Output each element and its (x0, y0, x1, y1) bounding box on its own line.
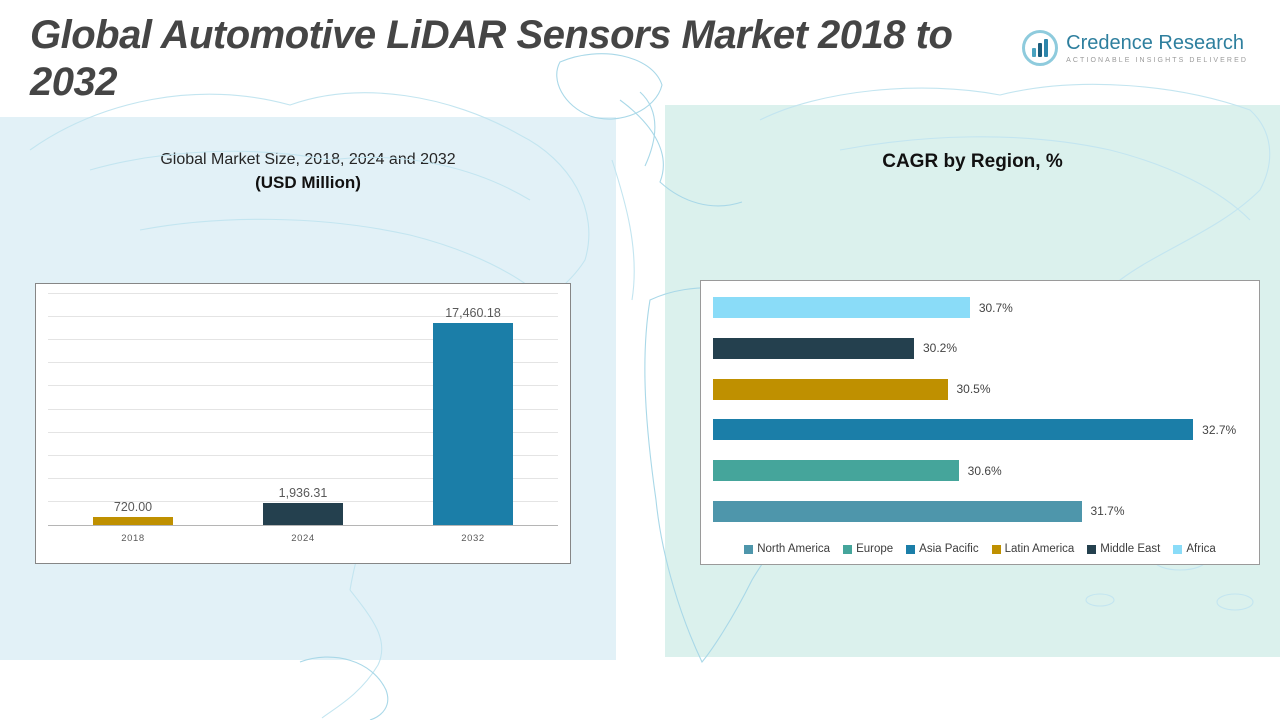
bar-value-label-2024: 1,936.31 (278, 485, 328, 500)
bar-value-label-2018: 720.00 (113, 499, 153, 514)
cagr-bar-africa (713, 297, 970, 318)
logo-name: Credence Research (1066, 32, 1244, 54)
cagr-bar-europe (713, 460, 959, 482)
market-size-chart-subtitle: (USD Million) (255, 173, 361, 192)
bar-2032 (433, 323, 513, 525)
cagr-value-label: 30.5% (956, 382, 991, 397)
cagr-row-europe: 30.6% (713, 460, 1249, 482)
market-size-chart-title: Global Market Size, 2018, 2024 and 2032 (160, 151, 456, 168)
bar-chart-logo-icon (1022, 30, 1059, 66)
column-2024: 1,936.31 (218, 294, 388, 525)
cagr-row-latin-america: 30.5% (713, 378, 1249, 400)
legend-swatch (1173, 544, 1183, 554)
logo-tagline: ACTIONABLE INSIGHTS DELIVERED (1066, 57, 1248, 64)
cagr-value-label: 31.7% (1090, 504, 1125, 519)
logo-text: Credence Research ACTIONABLE INSIGHTS DE… (1066, 32, 1248, 64)
legend-swatch (991, 544, 1001, 554)
legend-label: Africa (1186, 543, 1216, 555)
legend-swatch (906, 544, 916, 554)
cagr-bar-north-america (713, 500, 1082, 522)
cagr-value-label: 30.7% (978, 300, 1013, 315)
bar-2018 (93, 516, 173, 525)
cagr-bars: 30.7% 30.2% 30.5% 32.7% 30.6% 31.7% (713, 297, 1249, 522)
market-size-xaxis: 2018 2024 2032 (48, 526, 558, 544)
credence-research-logo: Credence Research ACTIONABLE INSIGHTS DE… (1022, 30, 1248, 66)
legend-item-middle-east: Middle East (1087, 543, 1160, 555)
market-size-columns: 720.00 1,936.31 17,460.18 (48, 294, 558, 525)
cagr-row-africa: 30.7% (713, 297, 1249, 318)
market-size-chart: 720.00 1,936.31 17,460.18 2018 2024 2032 (35, 283, 571, 564)
cagr-chart-title: CAGR by Region, % (882, 151, 1063, 172)
cagr-bar-asia-pacific (713, 419, 1194, 441)
bar-2024 (263, 502, 343, 525)
cagr-row-north-america: 31.7% (713, 500, 1249, 522)
legend-swatch (1087, 544, 1097, 554)
legend-swatch (744, 544, 754, 554)
x-axis-label-2032: 2032 (461, 533, 485, 544)
cagr-bar-latin-america (713, 378, 948, 400)
legend-item-north-america: North America (744, 543, 830, 555)
market-size-plot: 720.00 1,936.31 17,460.18 (48, 293, 558, 526)
bar-value-label-2032: 17,460.18 (445, 306, 501, 321)
legend-label: Middle East (1100, 543, 1161, 555)
cagr-value-label: 32.7% (1202, 422, 1237, 437)
column-2018: 720.00 (48, 294, 218, 525)
cagr-bar-middle-east (713, 337, 914, 359)
x-axis-label-2018: 2018 (121, 533, 145, 544)
cagr-value-label: 30.6% (967, 463, 1002, 478)
cagr-legend: North America Europe Asia Pacific Latin Ame… (701, 543, 1259, 555)
page-title: Global Automotive LiDAR Sensors Market 2… (30, 13, 953, 105)
legend-item-latin-america: Latin America (991, 543, 1075, 555)
cagr-row-asia-pacific: 32.7% (713, 419, 1249, 441)
legend-label: Latin America (1004, 543, 1075, 555)
cagr-value-label: 30.2% (923, 341, 958, 356)
legend-swatch (843, 544, 853, 554)
legend-item-africa: Africa (1173, 543, 1216, 555)
x-axis-label-2024: 2024 (291, 533, 315, 544)
cagr-chart: 30.7% 30.2% 30.5% 32.7% 30.6% 31.7% North Ame… (700, 280, 1260, 565)
column-2032: 17,460.18 (388, 294, 558, 525)
legend-item-europe: Europe (843, 543, 893, 555)
legend-item-asia-pacific: Asia Pacific (906, 543, 979, 555)
cagr-row-middle-east: 30.2% (713, 337, 1249, 359)
legend-label: North America (757, 543, 831, 555)
legend-label: Europe (856, 543, 894, 555)
legend-label: Asia Pacific (919, 543, 979, 555)
